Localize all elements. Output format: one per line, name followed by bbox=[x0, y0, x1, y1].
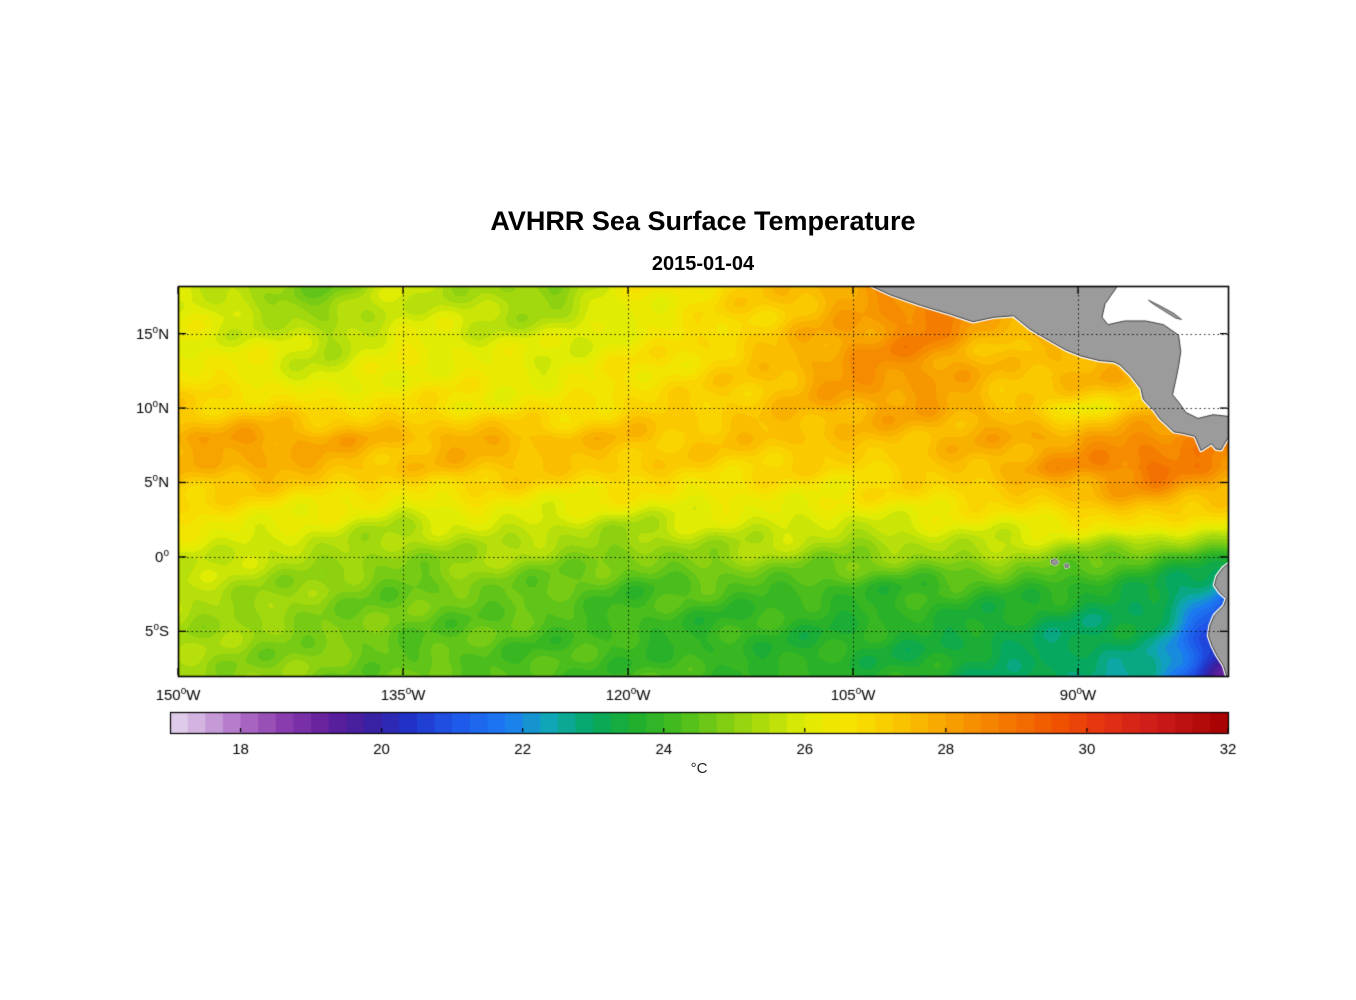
colorbar-unit-label: °C bbox=[690, 760, 708, 777]
chart-title: AVHRR Sea Surface Temperature bbox=[490, 206, 916, 236]
chart-subtitle: 2015-01-04 bbox=[651, 253, 755, 275]
